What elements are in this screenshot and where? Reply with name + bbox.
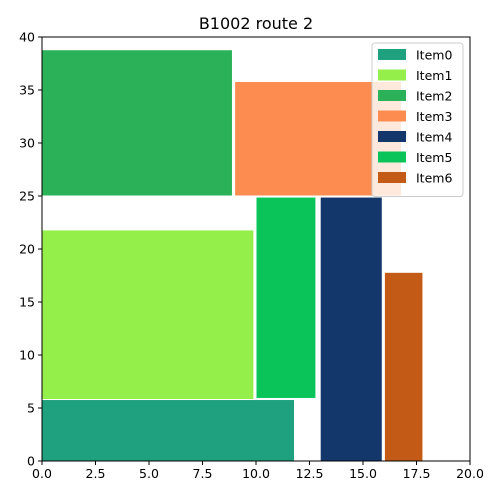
y-tick-label: 40 (19, 30, 35, 45)
y-tick-label: 5 (27, 401, 35, 416)
legend-swatch-item6 (378, 172, 406, 183)
x-tick-label: 10.0 (242, 466, 270, 481)
bar-item2 (41, 49, 233, 197)
x-tick-label: 12.5 (296, 466, 324, 481)
x-tick-label: 5.0 (139, 466, 159, 481)
legend-label-item3: Item3 (416, 109, 452, 124)
x-tick-label: 15.0 (349, 466, 377, 481)
y-tick-label: 20 (19, 242, 35, 257)
y-tick-label: 35 (19, 83, 35, 98)
x-tick-label: 0.0 (32, 466, 52, 481)
legend-label-item1: Item1 (416, 68, 452, 83)
bar-item4 (319, 196, 383, 462)
y-tick-label: 15 (19, 295, 35, 310)
x-tick-label: 7.5 (193, 466, 213, 481)
legend-swatch-item2 (378, 90, 406, 101)
legend-swatch-item0 (378, 49, 406, 60)
legend-label-item4: Item4 (416, 130, 452, 145)
plot-area (41, 49, 424, 462)
legend-swatch-item1 (378, 69, 406, 81)
y-tick-label: 10 (19, 348, 35, 363)
bar-item0 (41, 399, 296, 462)
y-tick-label: 0 (27, 454, 35, 469)
legend: Item0 Item1 Item2 Item3 Item4 Item5 Item6 (371, 42, 464, 197)
bar-item6 (383, 271, 424, 462)
legend-label-item5: Item5 (416, 150, 452, 165)
legend-label-item0: Item0 (416, 48, 452, 63)
legend-swatch-item3 (378, 110, 406, 122)
plot-frame (41, 36, 471, 462)
legend-label-item6: Item6 (416, 171, 452, 186)
bar-item5 (255, 196, 317, 399)
x-tick-label: 20.0 (456, 466, 484, 481)
x-tick-label: 17.5 (403, 466, 431, 481)
legend-swatch-item4 (378, 131, 406, 142)
legend-label-item2: Item2 (416, 89, 452, 104)
bar-item1 (41, 229, 255, 401)
legend-swatch-item5 (378, 151, 406, 163)
y-tick-label: 30 (19, 136, 35, 151)
y-tick-label: 25 (19, 189, 35, 204)
y-axis: 0 5 10 15 20 25 30 35 40 (19, 30, 42, 469)
x-tick-label: 2.5 (86, 466, 106, 481)
chart-title: B1002 route 2 (199, 14, 313, 33)
x-axis: 0.0 2.5 5.0 7.5 10.0 12.5 15.0 17.5 20.0 (32, 461, 484, 481)
